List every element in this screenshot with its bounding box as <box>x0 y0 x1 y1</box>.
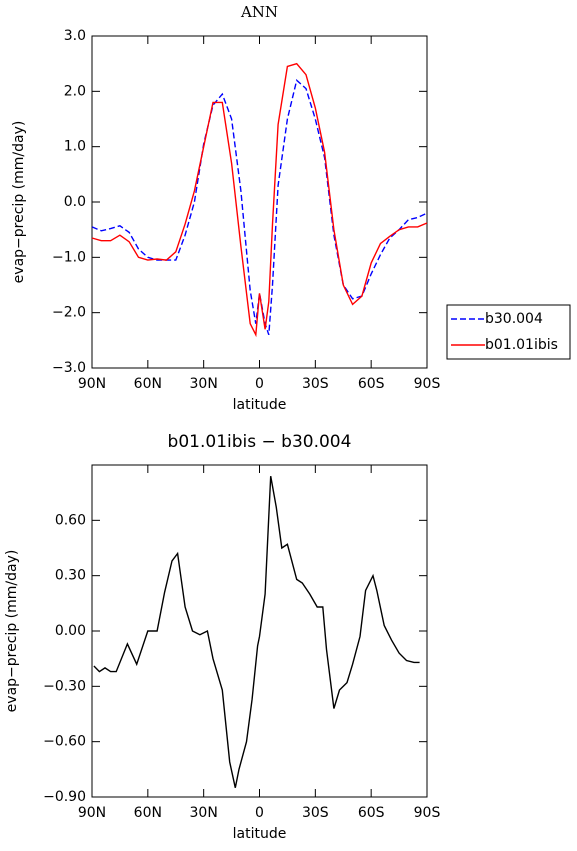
x-tick-label: 30S <box>302 805 329 821</box>
legend-box <box>446 304 571 360</box>
chart-title: b01.01ibis − b30.004 <box>168 432 352 452</box>
x-tick-label: 30S <box>302 376 329 392</box>
x-tick-label: 90N <box>78 376 106 392</box>
y-axis-label: evap−precip (mm/day) <box>11 121 27 284</box>
y-tick-label: 0.00 <box>55 623 86 639</box>
plot-frame <box>91 464 428 798</box>
y-tick-label: −0.90 <box>43 789 86 805</box>
x-tick-label: 60S <box>358 805 385 821</box>
x-tick-label: 90N <box>78 805 106 821</box>
y-tick-label: −3.0 <box>52 360 86 376</box>
y-tick-label: 2.0 <box>64 83 86 99</box>
y-tick-label: −2.0 <box>52 305 86 321</box>
x-tick-label: 60N <box>134 376 162 392</box>
y-tick-label: 3.0 <box>64 28 86 44</box>
x-tick-label: 0 <box>255 805 264 821</box>
x-tick-label: 0 <box>255 376 264 392</box>
chart-title: ANN <box>240 3 278 21</box>
x-tick-label: 30N <box>190 376 218 392</box>
y-tick-label: −0.60 <box>43 734 86 750</box>
x-tick-label: 60N <box>134 805 162 821</box>
y-tick-label: 0.30 <box>55 568 86 584</box>
y-tick-label: 1.0 <box>64 139 86 155</box>
legend-label: b30.004 <box>485 311 543 327</box>
x-tick-label: 90S <box>414 805 441 821</box>
y-tick-label: 0.60 <box>55 512 86 528</box>
y-tick-label: −1.0 <box>52 249 86 265</box>
y-axis-label: evap−precip (mm/day) <box>4 550 20 713</box>
x-axis-label: latitude <box>233 826 287 842</box>
x-axis-label: latitude <box>233 397 287 413</box>
data-line <box>91 62 428 338</box>
x-tick-label: 60S <box>358 376 385 392</box>
x-tick-label: 90S <box>414 376 441 392</box>
y-tick-label: 0.0 <box>64 194 86 210</box>
y-tick-label: −0.30 <box>43 678 86 694</box>
data-line <box>93 475 420 788</box>
plot-frame <box>91 35 428 369</box>
legend-label: b01.01ibis <box>485 337 558 353</box>
x-tick-label: 30N <box>190 805 218 821</box>
